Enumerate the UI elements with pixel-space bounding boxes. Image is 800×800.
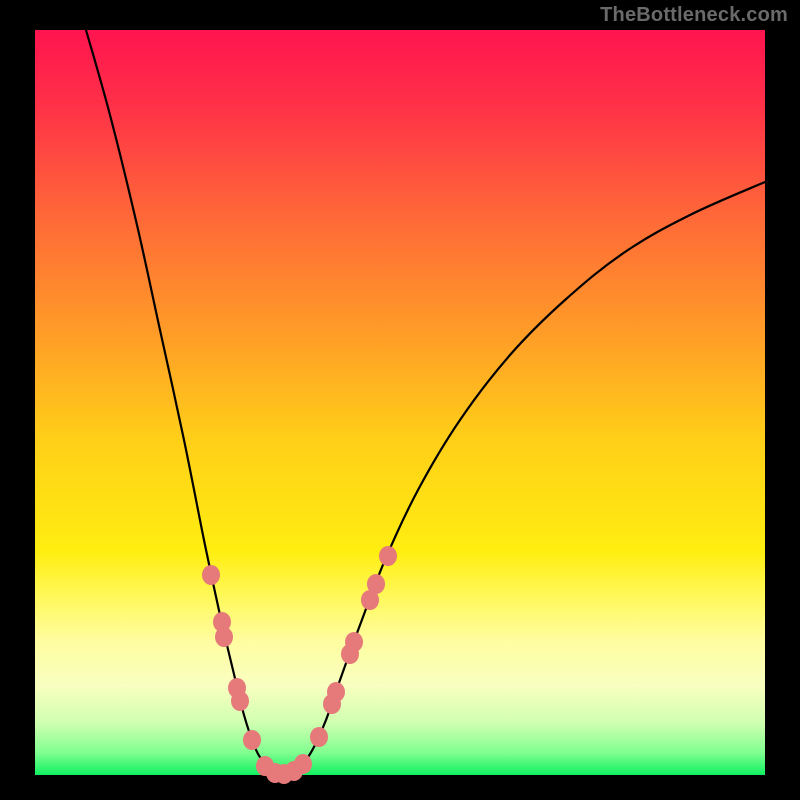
data-point bbox=[367, 574, 385, 594]
data-point bbox=[231, 691, 249, 711]
data-point bbox=[345, 632, 363, 652]
data-point bbox=[202, 565, 220, 585]
curve-layer bbox=[0, 0, 800, 800]
data-point bbox=[215, 627, 233, 647]
bottleneck-curve bbox=[86, 30, 765, 774]
data-point bbox=[379, 546, 397, 566]
data-point bbox=[327, 682, 345, 702]
data-point bbox=[243, 730, 261, 750]
data-point bbox=[294, 754, 312, 774]
data-point bbox=[310, 727, 328, 747]
